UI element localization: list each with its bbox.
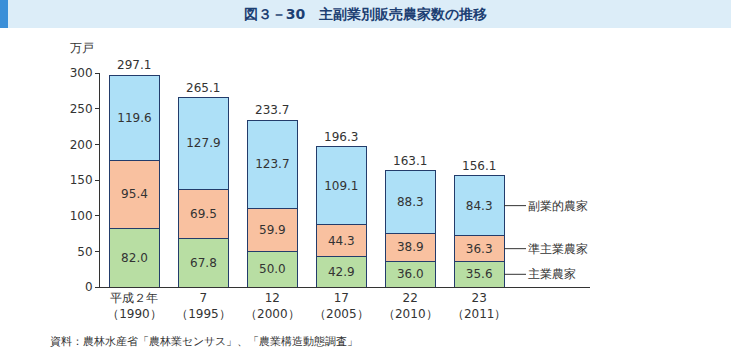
svg-text:163.1: 163.1 bbox=[393, 154, 427, 168]
svg-text:36.0: 36.0 bbox=[397, 267, 424, 281]
svg-text:副業的農家: 副業的農家 bbox=[528, 199, 588, 213]
svg-text:35.6: 35.6 bbox=[466, 267, 493, 281]
svg-text:200: 200 bbox=[70, 138, 93, 152]
svg-text:67.8: 67.8 bbox=[190, 256, 217, 270]
svg-text:50: 50 bbox=[77, 245, 92, 259]
svg-text:119.6: 119.6 bbox=[117, 111, 151, 125]
svg-text:44.3: 44.3 bbox=[328, 234, 355, 248]
svg-text:36.3: 36.3 bbox=[466, 242, 493, 256]
svg-text:59.9: 59.9 bbox=[259, 223, 286, 237]
svg-text:0: 0 bbox=[85, 280, 93, 294]
svg-text:82.0: 82.0 bbox=[121, 251, 148, 265]
svg-text:7（1995）: 7（1995） bbox=[176, 291, 231, 321]
svg-text:23（2011）: 23（2011） bbox=[452, 291, 507, 321]
svg-text:12（2000）: 12（2000） bbox=[245, 291, 300, 321]
svg-text:109.1: 109.1 bbox=[324, 179, 358, 193]
svg-text:万戸: 万戸 bbox=[70, 41, 94, 55]
svg-text:69.5: 69.5 bbox=[190, 207, 217, 221]
svg-text:250: 250 bbox=[70, 102, 93, 116]
svg-text:17（2005）: 17（2005） bbox=[314, 291, 369, 321]
svg-text:300: 300 bbox=[70, 66, 93, 80]
svg-text:196.3: 196.3 bbox=[324, 130, 358, 144]
svg-text:156.1: 156.1 bbox=[462, 159, 496, 173]
svg-text:100: 100 bbox=[70, 209, 93, 223]
svg-text:主業農家: 主業農家 bbox=[528, 267, 576, 281]
svg-text:123.7: 123.7 bbox=[255, 157, 289, 171]
svg-text:平成２年（1990）: 平成２年（1990） bbox=[107, 291, 162, 321]
svg-text:88.3: 88.3 bbox=[397, 195, 424, 209]
svg-text:図３－30 主副業別販売農家数の推移: 図３－30 主副業別販売農家数の推移 bbox=[244, 6, 487, 22]
svg-text:準主業農家: 準主業農家 bbox=[528, 242, 588, 256]
svg-text:127.9: 127.9 bbox=[186, 136, 220, 150]
svg-text:38.9: 38.9 bbox=[397, 240, 424, 254]
svg-text:95.4: 95.4 bbox=[121, 187, 148, 201]
svg-text:50.0: 50.0 bbox=[259, 262, 286, 276]
svg-text:150: 150 bbox=[70, 173, 93, 187]
svg-text:42.9: 42.9 bbox=[328, 265, 355, 279]
svg-text:84.3: 84.3 bbox=[466, 199, 493, 213]
svg-text:297.1: 297.1 bbox=[117, 58, 151, 72]
svg-text:資料：農林水産省「農林業センサス」、「農業構造動態調査」: 資料：農林水産省「農林業センサス」、「農業構造動態調査」 bbox=[50, 335, 358, 348]
svg-text:22（2010）: 22（2010） bbox=[383, 291, 438, 321]
svg-text:233.7: 233.7 bbox=[255, 103, 289, 117]
svg-text:265.1: 265.1 bbox=[186, 81, 220, 95]
